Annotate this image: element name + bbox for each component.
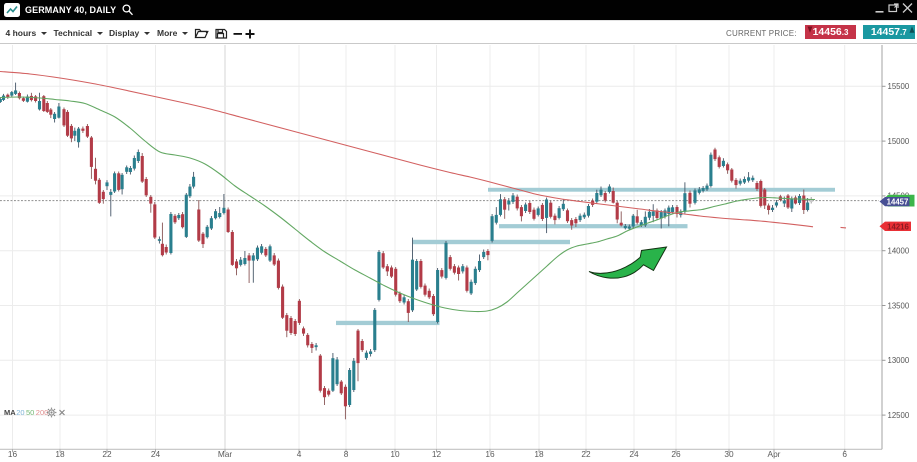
svg-text:MA: MA — [4, 408, 16, 417]
svg-text:6: 6 — [842, 449, 847, 459]
svg-text:15000: 15000 — [888, 137, 910, 146]
svg-text:14216: 14216 — [887, 222, 909, 231]
svg-text:15500: 15500 — [888, 82, 910, 91]
svg-text:24: 24 — [151, 449, 161, 459]
svg-text:12500: 12500 — [888, 411, 910, 420]
svg-text:50: 50 — [26, 408, 34, 417]
svg-text:14000: 14000 — [888, 247, 910, 256]
svg-text:24: 24 — [629, 449, 639, 459]
svg-text:13500: 13500 — [888, 301, 910, 310]
svg-text:22: 22 — [102, 449, 112, 459]
svg-text:13000: 13000 — [888, 356, 910, 365]
svg-text:18: 18 — [55, 449, 65, 459]
svg-text:14457: 14457 — [887, 198, 909, 207]
svg-text:16: 16 — [485, 449, 495, 459]
svg-text:30: 30 — [724, 449, 734, 459]
svg-text:200: 200 — [36, 408, 49, 417]
svg-text:20: 20 — [16, 408, 24, 417]
svg-text:10: 10 — [390, 449, 400, 459]
svg-text:22: 22 — [581, 449, 591, 459]
svg-text:12: 12 — [432, 449, 442, 459]
svg-text:Apr: Apr — [768, 449, 781, 459]
svg-text:18: 18 — [534, 449, 544, 459]
svg-text:Mar: Mar — [218, 449, 233, 459]
svg-text:26: 26 — [671, 449, 681, 459]
svg-text:16: 16 — [8, 449, 18, 459]
svg-text:4: 4 — [297, 449, 302, 459]
svg-text:8: 8 — [344, 449, 349, 459]
